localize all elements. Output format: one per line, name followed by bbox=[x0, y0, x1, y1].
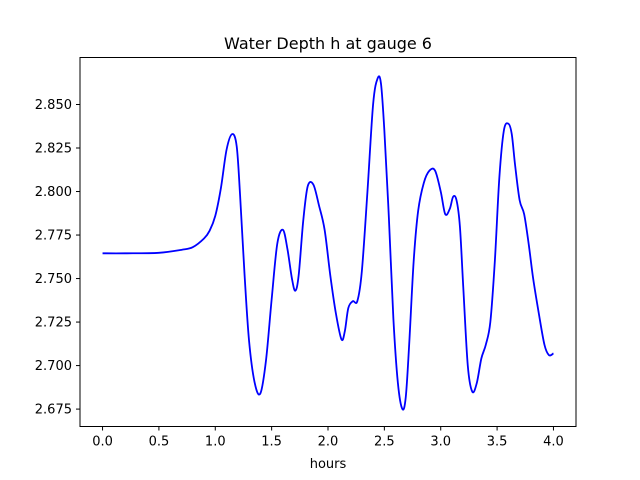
x-tick-label: 3.5 bbox=[487, 435, 508, 450]
y-tick-label: 2.800 bbox=[35, 185, 72, 200]
plot-area bbox=[102, 75, 554, 411]
y-axis: 2.675 2.700 2.725 2.750 2.775 2.800 2.825 2.850 bbox=[35, 98, 80, 418]
x-tick-label: 1.5 bbox=[261, 435, 282, 450]
y-tick-label: 2.675 bbox=[35, 403, 72, 418]
chart-title: Water Depth h at gauge 6 bbox=[224, 34, 432, 53]
x-tick-label: 3.0 bbox=[430, 435, 451, 450]
x-tick-label: 4.0 bbox=[543, 435, 564, 450]
x-axis-label: hours bbox=[310, 457, 347, 472]
y-tick-label: 2.850 bbox=[35, 98, 72, 113]
x-tick-label: 1.0 bbox=[205, 435, 226, 450]
y-tick-label: 2.725 bbox=[35, 316, 72, 331]
y-tick-label: 2.775 bbox=[35, 229, 72, 244]
x-tick-label: 0.0 bbox=[92, 435, 113, 450]
x-tick-label: 2.0 bbox=[318, 435, 339, 450]
series-line bbox=[102, 75, 554, 411]
y-tick-label: 2.700 bbox=[35, 359, 72, 374]
x-tick-label: 2.5 bbox=[374, 435, 395, 450]
x-axis: 0.0 0.5 1.0 1.5 2.0 2.5 3.0 3.5 4.0 bbox=[92, 426, 564, 450]
y-tick-label: 2.825 bbox=[35, 142, 72, 157]
y-tick-label: 2.750 bbox=[35, 272, 72, 287]
axes-frame bbox=[79, 57, 577, 427]
x-tick-label: 0.5 bbox=[149, 435, 170, 450]
